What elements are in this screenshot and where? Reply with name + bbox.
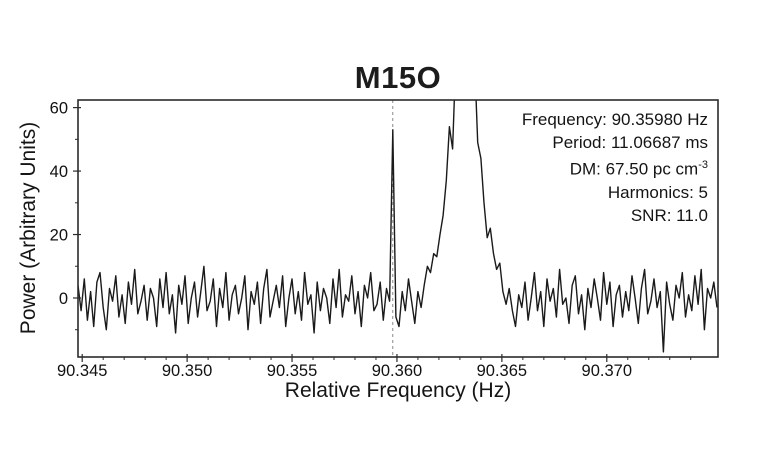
- x-tick-label: 90.350: [162, 362, 212, 380]
- x-tick-label: 90.370: [582, 362, 632, 380]
- info-harmonics: Harmonics: 5: [607, 182, 708, 202]
- plot-border: [77, 99, 719, 358]
- x-axis-label: Relative Frequency (Hz): [284, 379, 512, 402]
- dm-unit-superscript: -3: [698, 159, 708, 171]
- info-snr: SNR: 11.0: [630, 205, 708, 225]
- y-tick-label: 0: [59, 290, 68, 308]
- info-dm: DM: 67.50 pc cm-3: [569, 159, 708, 179]
- info-period: Period: 11.06687 ms: [552, 133, 708, 152]
- plot-area: Frequency: 90.35980 Hz Period: 11.06687 …: [78, 100, 718, 357]
- x-tick-label: 90.355: [267, 362, 317, 380]
- candidate-info-box: Frequency: 90.35980 Hz Period: 11.06687 …: [522, 108, 708, 227]
- y-tick-label: 20: [50, 227, 68, 245]
- info-frequency: Frequency: 90.35980 Hz: [521, 110, 708, 129]
- spectrum-trace: [78, 100, 718, 353]
- y-tick-label: 40: [50, 163, 68, 181]
- y-tick-label: 60: [50, 100, 68, 118]
- x-tick-label: 90.365: [477, 362, 527, 380]
- x-tick-label: 90.345: [57, 362, 107, 380]
- plot-title: M15O: [354, 60, 442, 95]
- x-tick-label: 90.360: [372, 362, 422, 380]
